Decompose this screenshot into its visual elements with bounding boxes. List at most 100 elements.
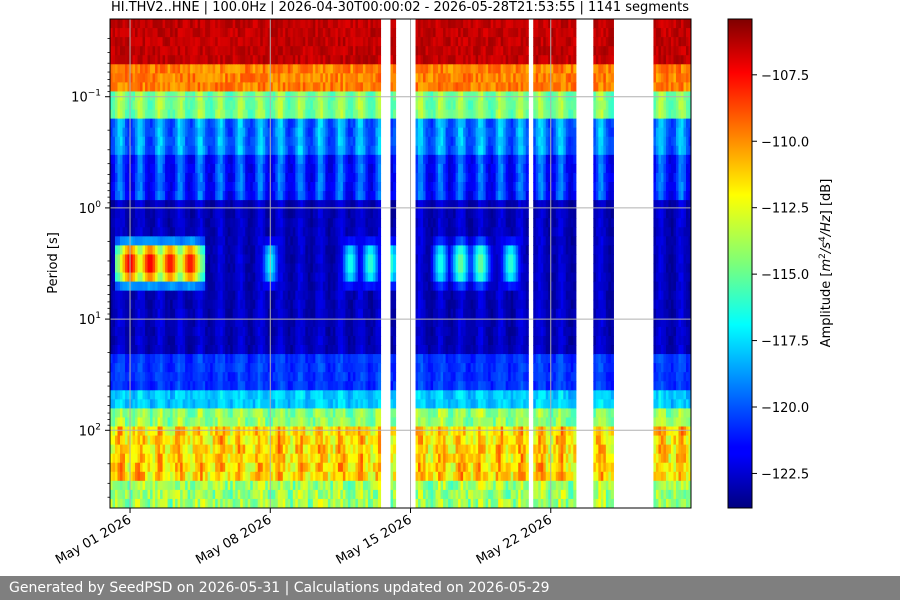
heatmap-cell <box>262 390 266 400</box>
heatmap-cell <box>222 308 226 319</box>
heatmap-cell <box>227 290 231 301</box>
heatmap-cell <box>237 489 241 500</box>
heatmap-cell <box>122 399 126 409</box>
heatmap-cell <box>222 82 226 93</box>
heatmap-cell <box>185 489 189 500</box>
heatmap-cell <box>155 109 159 120</box>
heatmap-cell <box>260 399 264 409</box>
heatmap-cell <box>230 462 234 473</box>
heatmap-cell <box>180 390 184 400</box>
heatmap-cell <box>210 290 214 301</box>
heatmap-cell <box>197 64 201 74</box>
heatmap-cell <box>245 480 249 491</box>
heatmap-cell <box>115 372 119 382</box>
heatmap-cell <box>207 200 211 210</box>
heatmap-cell <box>130 372 134 382</box>
heatmap-cell <box>192 408 196 419</box>
heatmap-cell <box>140 489 144 500</box>
heatmap-cell <box>242 453 246 464</box>
heatmap-cell <box>247 100 251 111</box>
heatmap-cell <box>200 163 204 174</box>
heatmap-cell <box>182 390 186 400</box>
heatmap-cell <box>255 272 259 283</box>
heatmap-cell <box>197 154 201 165</box>
heatmap-cell <box>157 326 161 337</box>
heatmap-cell <box>112 471 116 482</box>
heatmap-cell <box>210 46 214 56</box>
heatmap-cell <box>162 100 166 111</box>
heatmap-cell <box>145 417 149 428</box>
heatmap-cell <box>257 299 261 310</box>
heatmap-cell <box>247 281 251 292</box>
heatmap-cell <box>237 308 241 319</box>
heatmap-cell <box>175 399 179 409</box>
heatmap-cell <box>167 453 171 464</box>
heatmap-cell <box>237 326 241 337</box>
heatmap-cell <box>262 308 266 319</box>
heatmap-cell <box>135 345 139 355</box>
heatmap-cell <box>182 118 186 129</box>
heatmap-cell <box>250 37 254 47</box>
heatmap-cell <box>145 118 149 129</box>
heatmap-cell <box>200 200 204 210</box>
heatmap-cell <box>235 154 239 165</box>
heatmap-cell <box>260 281 264 292</box>
heatmap-cell <box>230 363 234 373</box>
heatmap-cell <box>217 254 221 265</box>
heatmap-cell <box>227 281 231 292</box>
heatmap-cell <box>170 453 174 464</box>
heatmap-cell <box>195 399 199 409</box>
heatmap-cell <box>190 19 194 29</box>
heatmap-cell <box>237 200 241 210</box>
heatmap-cell <box>117 390 121 400</box>
heatmap-cell <box>165 37 169 47</box>
heatmap-cell <box>142 317 146 328</box>
heatmap-cell <box>182 145 186 156</box>
heatmap-cell <box>197 218 201 228</box>
heatmap-cell <box>242 209 246 219</box>
heatmap-cell <box>192 73 196 83</box>
heatmap-cell <box>197 118 201 129</box>
heatmap-cell <box>137 37 141 47</box>
heatmap-cell <box>130 453 134 464</box>
heatmap-cell <box>145 191 149 201</box>
heatmap-cell <box>247 218 251 228</box>
heatmap-cell <box>120 426 124 437</box>
heatmap-cell <box>200 489 204 500</box>
heatmap-cell <box>257 254 261 265</box>
heatmap-cell <box>195 46 199 56</box>
heatmap-cell <box>142 145 146 156</box>
heatmap-cell <box>260 372 264 382</box>
heatmap-cell <box>200 136 204 147</box>
heatmap-cell <box>182 462 186 473</box>
heatmap-cell <box>255 399 259 409</box>
heatmap-cell <box>252 498 256 508</box>
heatmap-cell <box>137 498 141 508</box>
heatmap-cell <box>192 335 196 346</box>
heatmap-cell <box>237 109 241 120</box>
heatmap-cell <box>212 444 216 455</box>
heatmap-cell <box>200 453 204 464</box>
heatmap-cell <box>152 227 156 237</box>
heatmap-cell <box>172 82 176 93</box>
heatmap-cell <box>232 154 236 165</box>
heatmap-cell <box>180 82 184 93</box>
heatmap-cell <box>222 489 226 500</box>
heatmap-cell <box>165 227 169 237</box>
heatmap-cell <box>135 172 139 183</box>
heatmap-cell <box>120 462 124 473</box>
heatmap-cell <box>140 426 144 437</box>
heatmap-cell <box>155 281 159 292</box>
heatmap-cell <box>197 172 201 183</box>
heatmap-cell <box>210 145 214 156</box>
heatmap-cell <box>232 145 236 156</box>
heatmap-cell <box>225 73 229 83</box>
heatmap-cell <box>135 64 139 74</box>
heatmap-cell <box>215 372 219 382</box>
heatmap-cell <box>175 480 179 491</box>
heatmap-cell <box>210 254 214 265</box>
heatmap-cell <box>212 290 216 301</box>
heatmap-cell <box>167 480 171 491</box>
heatmap-cell <box>245 272 249 283</box>
heatmap-cell <box>250 281 254 292</box>
